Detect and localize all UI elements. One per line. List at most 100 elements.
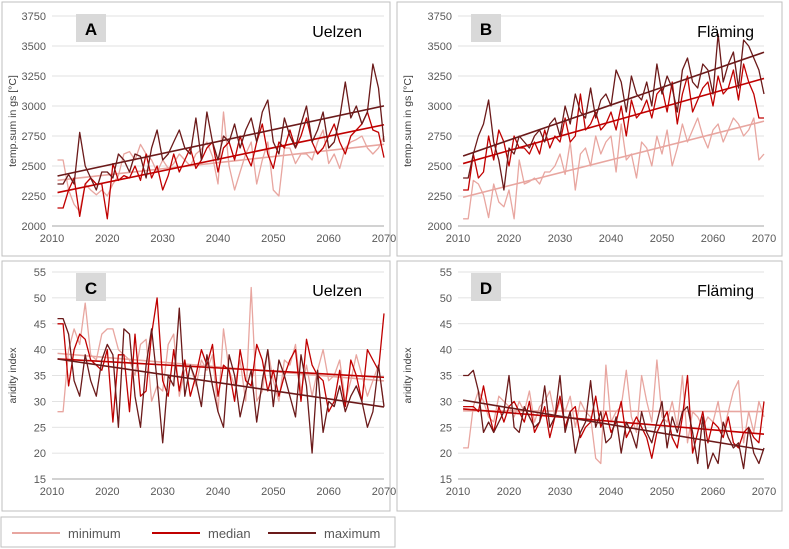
trendline-median xyxy=(462,77,765,165)
panel-a: 2000 2250 2500 2750 3000 3250 3500 3750 2010 2020… xyxy=(1,1,396,257)
x-tick-label: 2030 xyxy=(548,233,572,245)
y-tick-label: 35 xyxy=(440,371,452,383)
panel-letter: D xyxy=(480,279,492,298)
x-tick-label: 2070 xyxy=(372,233,396,245)
x-tick-label: 2070 xyxy=(372,486,396,498)
x-tick-label: 2050 xyxy=(650,486,674,498)
x-tick-label: 2010 xyxy=(446,233,470,245)
panel-c: 15 20 25 30 35 40 45 50 55 2010 2020 2030 2040 2050 20… xyxy=(1,260,396,512)
y-tick-label: 3000 xyxy=(428,101,452,113)
y-tick-label: 3500 xyxy=(428,41,452,53)
panel-letter: B xyxy=(480,20,492,39)
x-tick-label: 2040 xyxy=(599,233,623,245)
series-line-median xyxy=(57,297,385,423)
y-tick-label: 2500 xyxy=(428,161,452,173)
trendline-maximum xyxy=(57,358,385,408)
y-tick-label: 3250 xyxy=(22,71,46,83)
series-line-minimum xyxy=(57,286,385,413)
x-tick-label: 2040 xyxy=(206,233,230,245)
panel-badge xyxy=(76,273,106,301)
series-line-median xyxy=(57,111,385,220)
y-tick-label: 35 xyxy=(34,371,46,383)
y-axis-label: aridity index xyxy=(402,347,414,404)
y-tick-label: 45 xyxy=(34,319,46,331)
trendline-median xyxy=(57,358,385,379)
y-tick-label: 3500 xyxy=(22,41,46,53)
x-tick-label: 2060 xyxy=(316,486,340,498)
y-tick-label: 30 xyxy=(440,396,452,408)
y-tick-label: 25 xyxy=(34,422,46,434)
series-line-maximum xyxy=(57,63,385,191)
panel-location: Fläming xyxy=(697,283,754,300)
x-tick-label: 2060 xyxy=(701,233,725,245)
y-tick-label: 50 xyxy=(34,293,46,305)
x-tick-label: 2070 xyxy=(752,486,776,498)
y-axis-label: temp.sum in gs [°C] xyxy=(7,75,19,167)
y-tick-label: 2000 xyxy=(22,221,46,233)
trendline-minimum xyxy=(463,410,765,413)
y-tick-label: 50 xyxy=(440,293,452,305)
y-tick-label: 3250 xyxy=(428,71,452,83)
y-tick-label: 55 xyxy=(34,267,46,279)
y-tick-label: 2250 xyxy=(22,191,46,203)
y-tick-label: 20 xyxy=(440,448,452,460)
y-axis-label: aridity index xyxy=(7,347,19,404)
trendline-median xyxy=(57,123,385,194)
x-tick-label: 2030 xyxy=(548,486,572,498)
panel-location: Fläming xyxy=(697,24,754,41)
y-tick-label: 3750 xyxy=(428,11,452,23)
trendline-maximum xyxy=(462,51,765,157)
x-tick-label: 2050 xyxy=(261,486,285,498)
y-axis-label: temp.sum in gs [°C] xyxy=(402,75,414,167)
panel-badge xyxy=(471,273,501,301)
panel-badge xyxy=(76,14,106,42)
panel-location: Uelzen xyxy=(312,283,362,300)
panel-letter: C xyxy=(85,279,97,298)
y-tick-label: 20 xyxy=(34,448,46,460)
legend-label-maximum: maximum xyxy=(324,526,380,541)
x-tick-label: 2010 xyxy=(446,486,470,498)
legend-label-median: median xyxy=(208,526,251,541)
y-tick-label: 2000 xyxy=(428,221,452,233)
panel-letter: A xyxy=(85,20,97,39)
y-tick-label: 2750 xyxy=(428,131,452,143)
series-line-minimum xyxy=(463,117,765,220)
trendline-maximum xyxy=(462,399,765,451)
trendline-maximum xyxy=(57,105,385,177)
panel-location: Uelzen xyxy=(312,24,362,41)
panel-badge xyxy=(471,14,501,42)
y-tick-label: 2250 xyxy=(428,191,452,203)
x-tick-label: 2020 xyxy=(95,486,119,498)
x-tick-label: 2030 xyxy=(150,233,174,245)
panel-d: 15 20 25 30 35 40 45 50 55 2010 2020 2030 2040 2050 20… xyxy=(396,260,783,512)
trendline-minimum xyxy=(57,352,385,382)
y-tick-label: 55 xyxy=(440,267,452,279)
y-tick-label: 2750 xyxy=(22,131,46,143)
panel-b: 2000 2250 2500 2750 3000 3250 3500 3750 2010 2020… xyxy=(396,1,783,257)
y-tick-label: 40 xyxy=(34,345,46,357)
x-tick-label: 2010 xyxy=(40,486,64,498)
y-tick-label: 15 xyxy=(34,474,46,486)
y-tick-label: 3750 xyxy=(22,11,46,23)
trendline-minimum xyxy=(462,120,765,199)
series-line-maximum xyxy=(463,369,765,470)
x-tick-label: 2010 xyxy=(40,233,64,245)
panel-frame xyxy=(1,260,391,512)
x-tick-label: 2040 xyxy=(599,486,623,498)
x-tick-label: 2070 xyxy=(752,233,776,245)
x-tick-label: 2050 xyxy=(261,233,285,245)
legend-label-minimum: minimum xyxy=(68,526,121,541)
series-line-maximum xyxy=(463,33,765,191)
y-tick-label: 40 xyxy=(440,345,452,357)
series-line-maximum xyxy=(57,307,385,454)
x-tick-label: 2060 xyxy=(316,233,340,245)
y-tick-label: 45 xyxy=(440,319,452,331)
y-tick-label: 25 xyxy=(440,422,452,434)
y-tick-label: 15 xyxy=(440,474,452,486)
x-tick-label: 2030 xyxy=(150,486,174,498)
y-tick-label: 30 xyxy=(34,396,46,408)
x-tick-label: 2050 xyxy=(650,233,674,245)
x-tick-label: 2060 xyxy=(701,486,725,498)
